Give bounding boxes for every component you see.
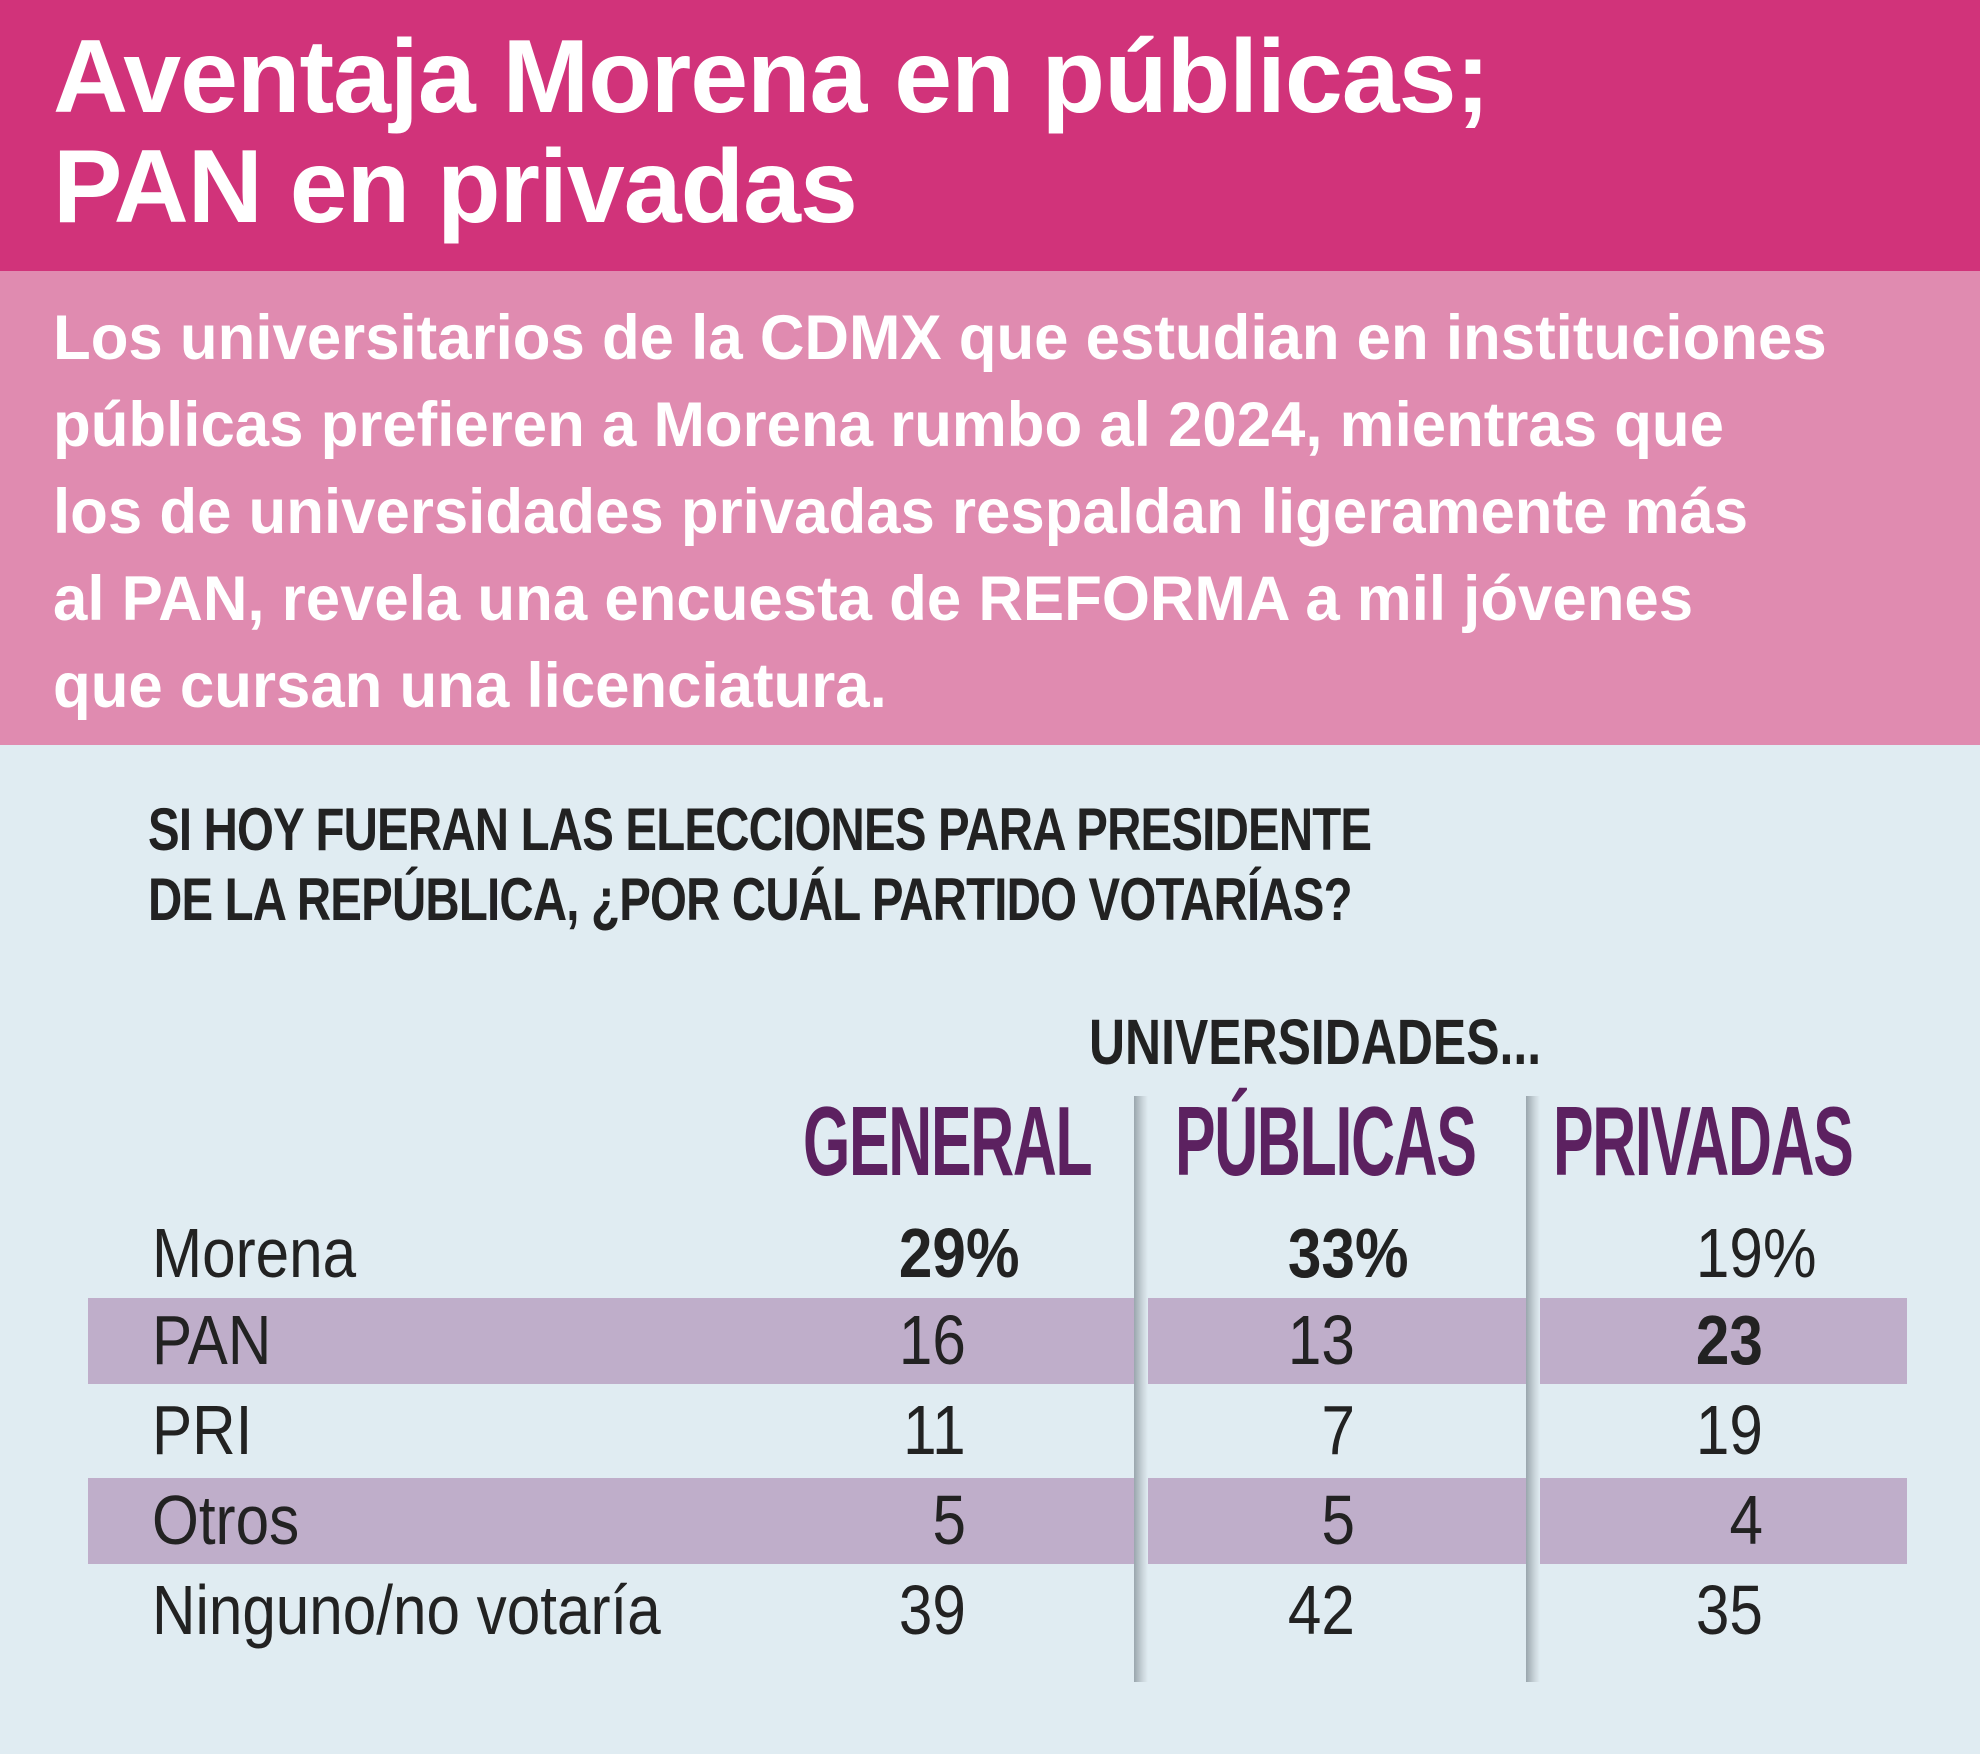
table-cell: 11 bbox=[766, 1390, 966, 1470]
subtitle-banner: Los universitarios de la CDMX que estudi… bbox=[0, 271, 1980, 745]
percent-suffix: % bbox=[1355, 1214, 1409, 1292]
table-cell: 35 bbox=[1563, 1570, 1763, 1650]
column-header-privadas: PRIVADAS bbox=[1553, 1086, 1854, 1196]
summary-line: al PAN, revela una encuesta de REFORMA a… bbox=[53, 564, 1694, 634]
cell-value: 13 bbox=[1288, 1301, 1355, 1379]
cell-value: 35 bbox=[1696, 1571, 1763, 1649]
summary-line: que cursan una licenciatura. bbox=[53, 651, 887, 721]
table-cell: 19 bbox=[1563, 1390, 1763, 1470]
table-cell: 23 bbox=[1563, 1300, 1763, 1380]
row-label: PRI bbox=[152, 1391, 253, 1469]
table-cell: 19% bbox=[1563, 1213, 1817, 1293]
row-band bbox=[88, 1478, 1907, 1564]
column-divider bbox=[1526, 1096, 1540, 1682]
summary-line: públicas prefieren a Morena rumbo al 202… bbox=[53, 390, 1724, 460]
row-label: Morena bbox=[152, 1214, 357, 1292]
title-banner: Aventaja Morena en públicas; PAN en priv… bbox=[0, 0, 1980, 271]
summary: Los universitarios de la CDMX que estudi… bbox=[53, 295, 1863, 730]
column-header-publicas: PÚBLICAS bbox=[1175, 1086, 1477, 1196]
table-cell: 5 bbox=[766, 1480, 966, 1560]
column-divider bbox=[1134, 1096, 1148, 1682]
row-label: Otros bbox=[152, 1481, 300, 1559]
headline: Aventaja Morena en públicas; PAN en priv… bbox=[53, 19, 1490, 245]
survey-question: SI HOY FUERAN LAS ELECCIONES PARA PRESID… bbox=[148, 795, 1696, 935]
cell-value: 5 bbox=[932, 1481, 966, 1559]
column-header-general: GENERAL bbox=[803, 1086, 1093, 1196]
cell-value: 23 bbox=[1696, 1301, 1763, 1379]
cell-value: 39 bbox=[899, 1571, 966, 1649]
table-cell: 39 bbox=[766, 1570, 966, 1650]
cell-value: 33 bbox=[1288, 1214, 1355, 1292]
table-cell: 4 bbox=[1563, 1480, 1763, 1560]
cell-value: 29 bbox=[899, 1214, 966, 1292]
percent-suffix: % bbox=[966, 1214, 1020, 1292]
table-cell: 16 bbox=[766, 1300, 966, 1380]
headline-line: Aventaja Morena en públicas; bbox=[53, 19, 1490, 135]
cell-value: 4 bbox=[1729, 1481, 1763, 1559]
group-header: UNIVERSIDADES... bbox=[1089, 1006, 1542, 1078]
summary-line: los de universidades privadas respaldan … bbox=[53, 477, 1749, 547]
cell-value: 42 bbox=[1288, 1571, 1355, 1649]
cell-value: 5 bbox=[1321, 1481, 1355, 1559]
summary-line: Los universitarios de la CDMX que estudi… bbox=[53, 303, 1827, 373]
cell-value: 16 bbox=[899, 1301, 966, 1379]
table-cell: 5 bbox=[1155, 1480, 1355, 1560]
table-cell: 33% bbox=[1155, 1213, 1409, 1293]
row-label: PAN bbox=[152, 1301, 272, 1379]
table-cell: 29% bbox=[766, 1213, 1020, 1293]
question-line: SI HOY FUERAN LAS ELECCIONES PARA PRESID… bbox=[148, 796, 1372, 863]
question-line: DE LA REPÚBLICA, ¿POR CUÁL PARTIDO VOTAR… bbox=[148, 866, 1353, 933]
cell-value: 19 bbox=[1696, 1391, 1763, 1469]
row-band bbox=[88, 1298, 1907, 1384]
table-cell: 42 bbox=[1155, 1570, 1355, 1650]
cell-value: 19 bbox=[1696, 1214, 1763, 1292]
cell-value: 11 bbox=[903, 1391, 966, 1469]
table-cell: 13 bbox=[1155, 1300, 1355, 1380]
row-label: Ninguno/no votaría bbox=[152, 1571, 661, 1649]
percent-suffix: % bbox=[1763, 1214, 1817, 1292]
table-cell: 7 bbox=[1155, 1390, 1355, 1470]
cell-value: 7 bbox=[1321, 1391, 1355, 1469]
headline-line: PAN en privadas bbox=[53, 129, 858, 245]
